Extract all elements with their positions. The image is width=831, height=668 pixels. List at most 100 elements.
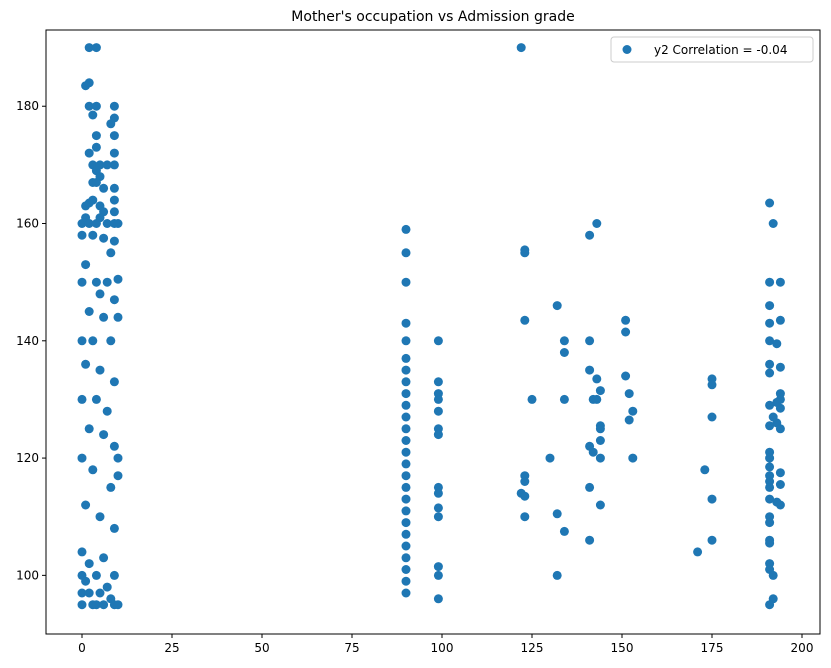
data-point [81,500,91,510]
y-axis-ticks: 100 120 140 160 180 [16,99,46,582]
data-point [516,43,526,53]
data-point [95,512,105,522]
data-point [77,336,87,346]
data-point [109,183,119,193]
data-point [765,359,775,369]
data-point [595,424,605,434]
data-point [595,386,605,396]
data-point [401,336,411,346]
data-point [765,453,775,463]
data-point [95,588,105,598]
data-point [77,277,87,287]
data-point [84,559,94,569]
data-point [520,477,530,486]
data-point [99,553,109,563]
data-point [765,600,775,610]
data-point [775,424,785,434]
data-point [401,576,411,586]
data-point [84,148,94,158]
data-point [102,277,112,287]
data-point [95,289,105,299]
data-point [585,336,595,346]
data-point [707,535,717,545]
axes-frame [45,29,821,635]
data-point [99,183,109,193]
data-point [77,588,87,598]
data-point [77,394,87,404]
data-point [707,494,717,504]
data-point [91,570,101,580]
data-point [765,494,775,504]
data-point [106,336,116,346]
data-point [109,441,119,451]
data-point [588,447,598,457]
y-tick-label: 180 [16,99,39,113]
data-point [401,224,411,234]
data-point [585,535,595,545]
data-point [433,406,443,416]
data-point [401,377,411,387]
data-point [621,371,631,381]
data-point [109,148,119,158]
data-point [552,509,562,519]
data-point [520,315,530,325]
data-point [775,315,785,325]
x-tick-label: 25 [164,641,179,655]
data-point [106,482,116,492]
x-tick-label: 200 [791,641,814,655]
data-point [624,389,634,399]
data-point [433,570,443,580]
data-point [84,588,94,598]
data-point [707,412,717,422]
data-point [765,301,775,311]
data-point [693,547,703,557]
data-point [433,394,443,404]
data-point [91,43,101,53]
data-point [401,541,411,551]
data-point [621,315,631,325]
data-point [401,459,411,469]
data-point [433,512,443,522]
data-point [765,538,775,548]
data-point [765,368,775,378]
data-point [433,430,443,440]
data-point [772,339,782,349]
x-tick-label: 175 [701,641,724,655]
data-point [527,394,537,404]
scatter-points [77,43,785,610]
data-point [88,465,98,475]
data-point [401,518,411,528]
legend-label: y2 Correlation = -0.04 [654,43,787,57]
data-point [99,430,109,440]
data-point [552,570,562,580]
data-point [559,336,569,346]
data-point [768,219,778,228]
data-point [707,380,717,390]
data-point [109,101,119,111]
data-point [77,600,87,610]
data-point [91,178,101,187]
data-point [88,336,98,346]
data-point [109,377,119,387]
data-point [77,547,87,557]
data-point [109,236,119,246]
data-point [113,471,123,481]
y-tick-label: 100 [16,568,39,582]
data-point [401,565,411,574]
data-point [106,248,116,258]
data-point [765,518,775,528]
data-point [545,453,555,463]
data-point [592,374,602,384]
data-point [113,274,123,284]
x-tick-label: 150 [611,641,634,655]
data-point [585,365,595,375]
data-point [88,110,98,120]
data-point [765,400,775,410]
y-tick-label: 160 [16,217,39,231]
x-tick-label: 100 [431,641,454,655]
data-point [401,588,411,598]
data-point [765,318,775,328]
data-point [592,219,602,228]
data-point [91,394,101,404]
